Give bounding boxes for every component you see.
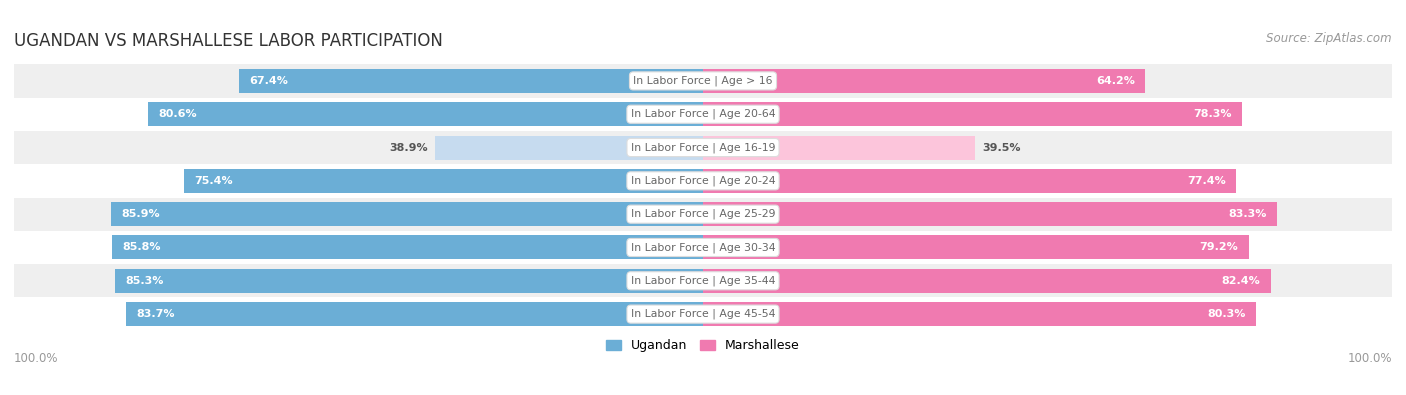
Bar [14,198,1392,231]
Bar [14,264,1392,297]
Bar [239,69,703,93]
Text: In Labor Force | Age 35-44: In Labor Force | Age 35-44 [631,276,775,286]
Text: 85.9%: 85.9% [121,209,160,219]
Text: Source: ZipAtlas.com: Source: ZipAtlas.com [1267,32,1392,45]
Text: 83.3%: 83.3% [1229,209,1267,219]
Text: 79.2%: 79.2% [1199,243,1239,252]
Text: 85.8%: 85.8% [122,243,160,252]
Bar [703,135,976,160]
Bar [14,131,1392,164]
Text: 100.0%: 100.0% [14,352,59,365]
Bar [127,302,703,326]
Bar [703,169,1236,193]
Bar [111,202,703,226]
Text: 80.6%: 80.6% [157,109,197,119]
Text: 85.3%: 85.3% [125,276,165,286]
Text: UGANDAN VS MARSHALLESE LABOR PARTICIPATION: UGANDAN VS MARSHALLESE LABOR PARTICIPATI… [14,32,443,50]
Bar [14,297,1392,331]
Text: 64.2%: 64.2% [1097,76,1135,86]
Text: In Labor Force | Age 45-54: In Labor Force | Age 45-54 [631,309,775,319]
Text: In Labor Force | Age 20-64: In Labor Force | Age 20-64 [631,109,775,119]
Bar [112,235,703,260]
Text: 39.5%: 39.5% [981,143,1021,152]
Text: 78.3%: 78.3% [1194,109,1232,119]
Bar [14,231,1392,264]
Legend: Ugandan, Marshallese: Ugandan, Marshallese [602,334,804,357]
Bar [703,269,1271,293]
Bar [184,169,703,193]
Text: 67.4%: 67.4% [249,76,288,86]
Text: 77.4%: 77.4% [1187,176,1226,186]
Bar [115,269,703,293]
Text: In Labor Force | Age 30-34: In Labor Force | Age 30-34 [631,242,775,253]
Bar [14,98,1392,131]
Text: 80.3%: 80.3% [1208,309,1246,319]
Text: 100.0%: 100.0% [1347,352,1392,365]
Bar [703,69,1146,93]
Text: In Labor Force | Age > 16: In Labor Force | Age > 16 [633,76,773,86]
Bar [148,102,703,126]
Bar [14,64,1392,98]
Text: In Labor Force | Age 16-19: In Labor Force | Age 16-19 [631,142,775,153]
Bar [703,102,1243,126]
Text: 38.9%: 38.9% [389,143,427,152]
Bar [14,164,1392,198]
Bar [703,202,1277,226]
Text: 83.7%: 83.7% [136,309,176,319]
Text: 82.4%: 82.4% [1222,276,1260,286]
Bar [703,235,1249,260]
Text: In Labor Force | Age 20-24: In Labor Force | Age 20-24 [631,176,775,186]
Bar [434,135,703,160]
Text: 75.4%: 75.4% [194,176,232,186]
Text: In Labor Force | Age 25-29: In Labor Force | Age 25-29 [631,209,775,219]
Bar [703,302,1256,326]
